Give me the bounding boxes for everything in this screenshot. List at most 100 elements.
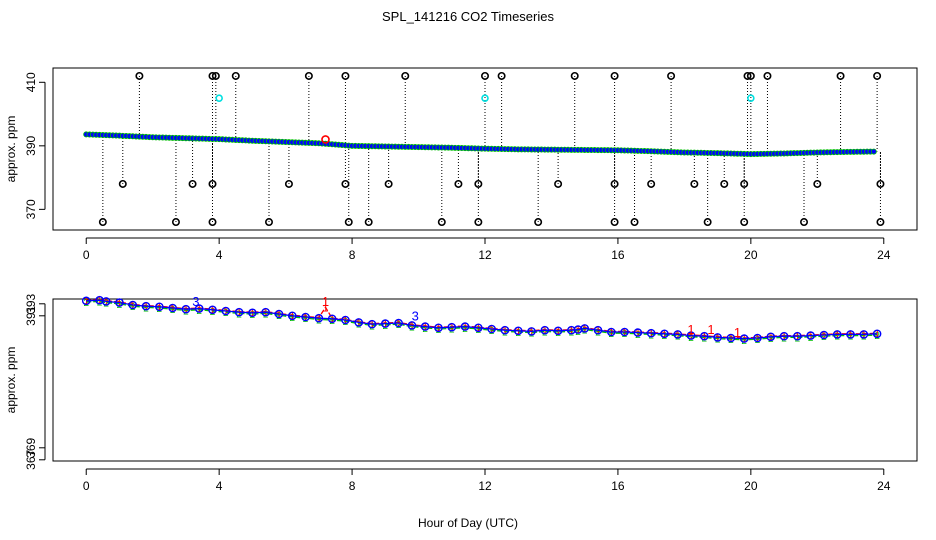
series-2-marker: 2 bbox=[117, 300, 123, 311]
series-2-marker: 2 bbox=[795, 333, 801, 344]
series-1-marker: 1 bbox=[529, 327, 535, 338]
outlier-point bbox=[647, 179, 656, 188]
panel-bottom-x-tick-label: 20 bbox=[744, 479, 758, 493]
series-3-point bbox=[660, 329, 669, 339]
outlier-point bbox=[437, 218, 446, 227]
series-3-point bbox=[301, 312, 310, 322]
series-1-marker: 1 bbox=[648, 329, 654, 340]
series-1-marker: 1 bbox=[130, 300, 136, 311]
series-2-marker: 2 bbox=[103, 299, 109, 310]
series-3-point bbox=[700, 331, 709, 341]
series-1-marker: 1 bbox=[396, 318, 402, 329]
series-2-marker: 2 bbox=[143, 303, 149, 314]
series-1-marker: 1 bbox=[569, 326, 575, 337]
panel-bottom-x-tick-label: 4 bbox=[216, 479, 223, 493]
series-3-point bbox=[540, 325, 550, 335]
series-2-marker: 2 bbox=[383, 321, 389, 332]
outlier-point bbox=[208, 71, 217, 80]
series-2-marker: 2 bbox=[755, 335, 761, 346]
outlier-point bbox=[554, 179, 563, 188]
series-1-marker: 1 bbox=[702, 332, 708, 343]
series-3-point bbox=[633, 328, 643, 337]
series-1-marker: 1 bbox=[575, 325, 581, 336]
outlier-point bbox=[740, 218, 749, 227]
series-3-point bbox=[513, 326, 523, 336]
outlier-point bbox=[454, 179, 463, 188]
outlier-point bbox=[474, 218, 483, 227]
panel-top-y-axis: 370 390 410 bbox=[24, 72, 46, 219]
series-2-marker: 2 bbox=[250, 310, 256, 321]
series-2-marker: 2 bbox=[476, 325, 482, 336]
panel-bottom-y-tick-label: 393 bbox=[24, 293, 38, 313]
outlier-point bbox=[384, 179, 393, 188]
panel-top-series bbox=[83, 71, 885, 227]
series-3-point bbox=[726, 333, 736, 343]
series-3-point bbox=[460, 322, 470, 331]
outlier-point bbox=[135, 71, 144, 80]
series-3-point bbox=[420, 322, 430, 331]
series-2-marker: 2 bbox=[715, 335, 721, 346]
series-2-marker: 2 bbox=[529, 329, 535, 340]
series-1-marker: 1 bbox=[515, 326, 521, 337]
series-1-marker: 1 bbox=[97, 296, 103, 307]
annotation-label: 1 bbox=[687, 322, 694, 337]
outlier-point bbox=[610, 218, 619, 227]
series-3-point bbox=[739, 334, 749, 343]
series-1-marker: 1 bbox=[489, 324, 495, 335]
panel-top-y-tick-label: 390 bbox=[24, 135, 38, 155]
series-1-marker: 1 bbox=[383, 319, 389, 330]
panel-top-x-tick-label: 4 bbox=[216, 248, 223, 262]
series-2-marker: 2 bbox=[575, 327, 581, 338]
outlier-point bbox=[570, 71, 579, 80]
series-1-marker: 1 bbox=[741, 334, 747, 345]
panel-bottom-x-tick-label: 16 bbox=[611, 479, 625, 493]
series-2-marker: 2 bbox=[83, 298, 89, 309]
series-1-marker: 1 bbox=[157, 302, 163, 313]
cyan-flag-point bbox=[215, 94, 223, 102]
series-1-marker: 1 bbox=[196, 304, 202, 315]
panel-bottom-frame bbox=[52, 298, 918, 462]
series-2-marker: 2 bbox=[834, 332, 840, 343]
series-2-marker: 2 bbox=[422, 324, 428, 335]
series-1-marker: 1 bbox=[582, 324, 588, 335]
red-flag-point bbox=[321, 135, 330, 144]
outlier-point bbox=[364, 218, 373, 227]
cyan-flag-point bbox=[747, 94, 755, 102]
series-2-marker: 2 bbox=[848, 332, 854, 343]
series-1-marker: 1 bbox=[781, 332, 787, 343]
series-1-marker: 1 bbox=[250, 308, 256, 319]
outlier-point bbox=[188, 179, 197, 188]
series-2-marker: 2 bbox=[343, 317, 349, 328]
series-2-marker: 2 bbox=[462, 324, 468, 335]
series-1-marker: 1 bbox=[183, 305, 189, 316]
series-1-marker: 1 bbox=[542, 326, 548, 337]
series-3-point bbox=[381, 319, 390, 328]
series-1-marker: 1 bbox=[502, 326, 508, 337]
series-1-marker: 1 bbox=[323, 303, 329, 314]
series-1-marker: 1 bbox=[808, 331, 814, 342]
outlier-point bbox=[480, 71, 489, 80]
panel-bottom-x-tick-label: 24 bbox=[877, 479, 891, 493]
panel-top-x-tick-label: 0 bbox=[83, 248, 90, 262]
panel-bottom-annotations: 3 131 1 1 bbox=[192, 294, 741, 340]
series-3-point bbox=[673, 330, 683, 339]
series-3-point bbox=[354, 318, 364, 327]
panel-top-y-tick-label: 410 bbox=[24, 72, 38, 92]
series-3-point bbox=[553, 326, 563, 336]
panel-top-x-tick-label: 16 bbox=[611, 248, 625, 262]
series-3-point bbox=[261, 307, 270, 317]
series-1-marker: 1 bbox=[795, 332, 801, 343]
series-2-marker: 2 bbox=[369, 321, 375, 332]
panel-top: 0 4 8 12 16 20 24 370 390 410 approx. ppm bbox=[4, 67, 918, 262]
series-2-marker: 2 bbox=[436, 325, 442, 336]
series-3-point bbox=[407, 321, 417, 330]
series-2-marker: 2 bbox=[861, 332, 867, 343]
outlier-point bbox=[401, 71, 410, 80]
series-2-marker: 2 bbox=[329, 316, 335, 327]
series-1-marker: 1 bbox=[276, 309, 282, 320]
series-1-marker: 1 bbox=[303, 312, 309, 323]
series-3-point bbox=[81, 296, 91, 306]
